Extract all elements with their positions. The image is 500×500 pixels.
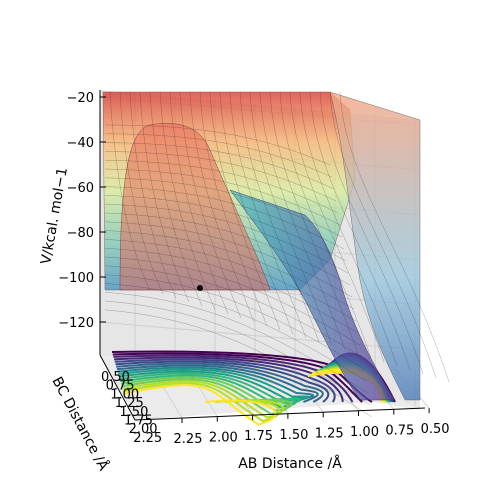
z-tick-label: −20: [67, 91, 94, 106]
x-axis-line: [134, 407, 426, 421]
z-axis-title: V/kcal. mol−1: [38, 166, 71, 265]
surface-right-wall: [329, 91, 421, 401]
z-tick-label: −100: [58, 271, 94, 286]
y-tick-label: 1.00: [110, 387, 139, 402]
y-axis-title: BC Distance /Å: [48, 374, 112, 474]
y-tick-label: 1.25: [115, 396, 144, 411]
contour-line: [123, 384, 277, 426]
y-tick-label: 0.75: [106, 379, 135, 394]
contour-line: [112, 352, 363, 403]
contour-line: [116, 362, 324, 403]
z-tick-label: −40: [67, 136, 94, 151]
y-tick-label: 0.50: [101, 370, 130, 385]
y-axis-line: [99, 354, 136, 421]
potential-surface: [102, 91, 450, 418]
y-tick-label: 1.50: [119, 405, 148, 420]
contour-line: [118, 368, 310, 403]
z-axis-ticks: −20 −40 −60 −80 −100 −120: [58, 91, 106, 331]
x-tick-label: 1.00: [350, 425, 379, 440]
x-tick-label: 0.50: [421, 422, 450, 437]
x-tick-label: 1.25: [315, 426, 344, 441]
x-tick-label: 2.00: [209, 431, 238, 446]
contour-line: [119, 372, 301, 405]
z-tick-label: −60: [67, 181, 94, 196]
contour-line: [118, 370, 305, 403]
contour-line: [114, 358, 336, 403]
contour-line: [114, 356, 344, 403]
z-tick-label: −120: [58, 316, 94, 331]
y-tick-label: 1.75: [124, 414, 153, 429]
x-axis-title: AB Distance /Å: [238, 455, 342, 472]
contour-line: [123, 382, 281, 423]
y-tick-label: 2.25: [133, 431, 162, 446]
y-axis-ticks: 0.500.751.001.251.501.752.002.25: [101, 370, 162, 446]
z-tick-label: −80: [67, 226, 94, 241]
y-tick-label: 2.00: [129, 422, 158, 437]
contour-line: [113, 354, 354, 403]
x-tick-label: 1.75: [244, 429, 273, 444]
contour-line: [116, 364, 319, 403]
contour-line: [117, 366, 314, 403]
contour-line: [115, 360, 330, 403]
x-axis-ticks: 2.25 2.00 1.75 1.50 1.25 1.00 0.75 0.50: [174, 408, 450, 447]
surface-ridge: [119, 123, 271, 291]
x-tick-label: 2.25: [174, 432, 203, 447]
contour-line: [121, 378, 289, 416]
x-tick-label: 0.75: [385, 424, 414, 439]
x-tick-label: 1.50: [279, 428, 308, 443]
saddle-marker: [197, 285, 203, 291]
